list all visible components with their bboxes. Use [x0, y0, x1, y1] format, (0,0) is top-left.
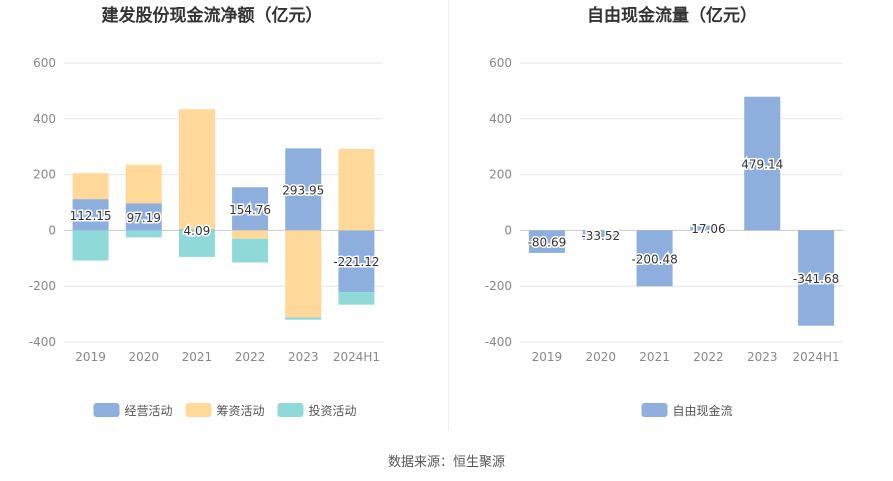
bar-投资活动	[285, 317, 322, 320]
bar-经营活动	[125, 203, 162, 231]
x-tick-label: 2024H1	[333, 350, 380, 364]
data-label: 154.76	[229, 203, 271, 217]
legend-swatch	[277, 403, 304, 417]
data-label: 479.14	[741, 158, 783, 172]
y-tick-label: 600	[489, 56, 512, 70]
bar-筹资活动	[125, 164, 162, 204]
data-label: -33.52	[581, 229, 620, 243]
y-tick-label: 200	[33, 168, 56, 182]
y-tick-label: 400	[489, 112, 512, 126]
x-tick-label: 2024H1	[792, 350, 839, 364]
legend-label: 经营活动	[125, 404, 173, 418]
x-tick-label: 2020	[128, 350, 159, 364]
bar-自由现金流	[582, 230, 619, 240]
bar-经营活动	[232, 187, 269, 231]
y-tick-label: -400	[29, 335, 56, 349]
legend-swatch	[641, 403, 668, 417]
bar-自由现金流	[690, 225, 727, 231]
x-tick-label: 2022	[235, 350, 266, 364]
data-label: -341.68	[793, 272, 839, 286]
legend-swatch	[93, 403, 120, 417]
bar-自由现金流	[744, 96, 781, 231]
x-tick-label: 2023	[288, 350, 319, 364]
y-tick-label: 400	[33, 112, 56, 126]
data-label: 4.09	[184, 224, 211, 238]
chart-title: 自由现金流量（亿元）	[587, 5, 757, 26]
panel-divider	[448, 0, 449, 430]
data-label: 112.15	[70, 209, 112, 223]
y-tick-label: 0	[48, 223, 56, 237]
chart-panel-2: 自由现金流量（亿元） -400 -200 0 200 400 600 2019 2020 2021…	[485, 5, 843, 418]
bar-投资活动	[178, 230, 215, 257]
legend-label: 自由现金流	[673, 403, 733, 418]
legend-label: 筹资活动	[217, 404, 265, 418]
x-tick-label: 2020	[585, 350, 616, 364]
bar-自由现金流	[528, 230, 565, 253]
bar-经营活动	[178, 229, 215, 231]
x-tick-label: 2022	[693, 350, 724, 364]
bar-投资活动	[338, 292, 375, 305]
legend-swatch	[185, 403, 212, 417]
data-label: 97.19	[127, 211, 161, 225]
chart-title: 建发股份现金流净额（亿元）	[102, 5, 323, 26]
y-tick-label: -400	[485, 335, 512, 349]
source-note: 数据来源：恒生聚源	[387, 455, 505, 470]
bar-筹资活动	[232, 230, 269, 239]
x-tick-label: 2021	[639, 350, 670, 364]
bar-筹资活动	[338, 148, 375, 231]
chart-panel-1: 建发股份现金流净额（亿元） -400 -200 0 200 400 600 2019 2020 2…	[29, 5, 383, 418]
bar-自由现金流	[636, 230, 673, 287]
bar-筹资活动	[72, 173, 109, 200]
x-tick-label: 2019	[532, 350, 563, 364]
bar-投资活动	[72, 230, 109, 261]
y-tick-label: 0	[504, 223, 512, 237]
x-tick-label: 2021	[182, 350, 213, 364]
bar-经营活动	[285, 148, 322, 231]
data-label: -200.48	[631, 252, 677, 266]
y-tick-label: 600	[33, 56, 56, 70]
data-label: 293.95	[282, 183, 324, 197]
data-label: -221.12	[333, 255, 379, 269]
bar-筹资活动	[178, 109, 215, 230]
y-tick-label: -200	[485, 279, 512, 293]
legend-label: 投资活动	[309, 403, 357, 418]
x-tick-label: 2019	[75, 350, 106, 364]
x-tick-label: 2023	[747, 350, 778, 364]
data-label: 17.06	[691, 222, 725, 236]
bar-筹资活动	[285, 230, 322, 318]
bar-经营活动	[72, 199, 109, 231]
bar-投资活动	[232, 238, 269, 263]
data-label: -80.69	[528, 236, 567, 250]
bar-投资活动	[125, 230, 162, 238]
y-tick-label: 200	[489, 168, 512, 182]
y-tick-label: -200	[29, 279, 56, 293]
bar-自由现金流	[798, 230, 835, 326]
bar-经营活动	[338, 230, 375, 293]
